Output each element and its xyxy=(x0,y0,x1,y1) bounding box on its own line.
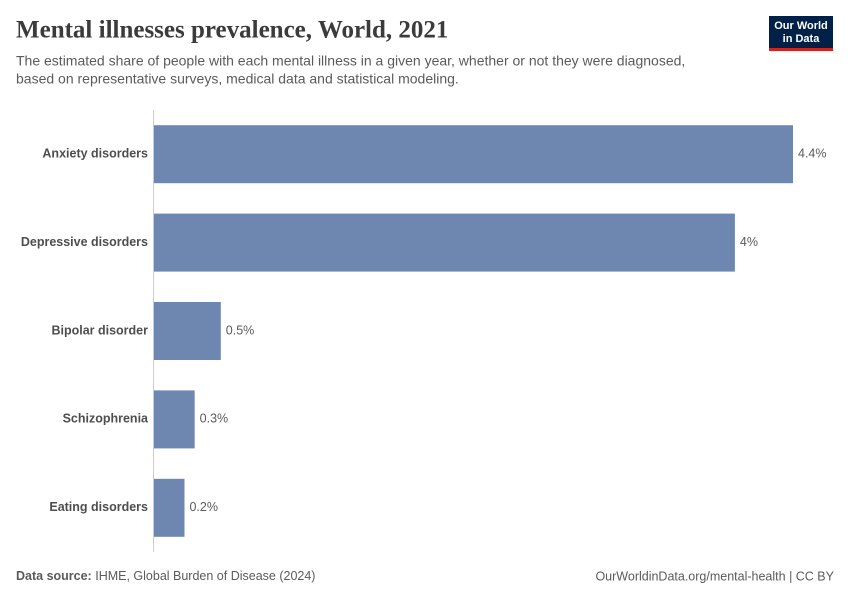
value-label: 4% xyxy=(740,235,758,249)
value-label: 0.2% xyxy=(189,500,218,514)
source: Data source: IHME, Global Burden of Dise… xyxy=(16,569,315,583)
category-label: Schizophrenia xyxy=(63,412,149,426)
subtitle-line: The estimated share of people with each … xyxy=(16,53,685,69)
logo[interactable]: Our World in Data xyxy=(769,16,833,51)
source-label: Data source: xyxy=(16,569,92,583)
chart-title: Mental illnesses prevalence, World, 2021 xyxy=(16,17,448,44)
bar xyxy=(154,125,793,184)
logo-underline xyxy=(769,48,833,51)
category-label: Bipolar disorder xyxy=(51,323,148,337)
category-label: Anxiety disorders xyxy=(42,146,148,160)
url[interactable]: OurWorldinData.org/mental-health | CC BY xyxy=(595,569,834,583)
value-label: 4.4% xyxy=(798,146,827,160)
logo-text: in Data xyxy=(783,33,821,45)
value-label: 0.5% xyxy=(226,323,255,337)
bar xyxy=(154,213,735,272)
category-label: Eating disorders xyxy=(49,500,148,514)
bar xyxy=(154,390,195,449)
value-label: 0.3% xyxy=(200,412,229,426)
subtitle-line: based on representative surveys, medical… xyxy=(16,71,459,87)
source-text: IHME, Global Burden of Disease (2024) xyxy=(95,569,315,583)
logo-box xyxy=(769,16,833,51)
category-label: Depressive disorders xyxy=(21,235,148,249)
bar xyxy=(154,302,221,360)
logo-text: Our World xyxy=(774,20,828,32)
bar xyxy=(154,478,185,537)
